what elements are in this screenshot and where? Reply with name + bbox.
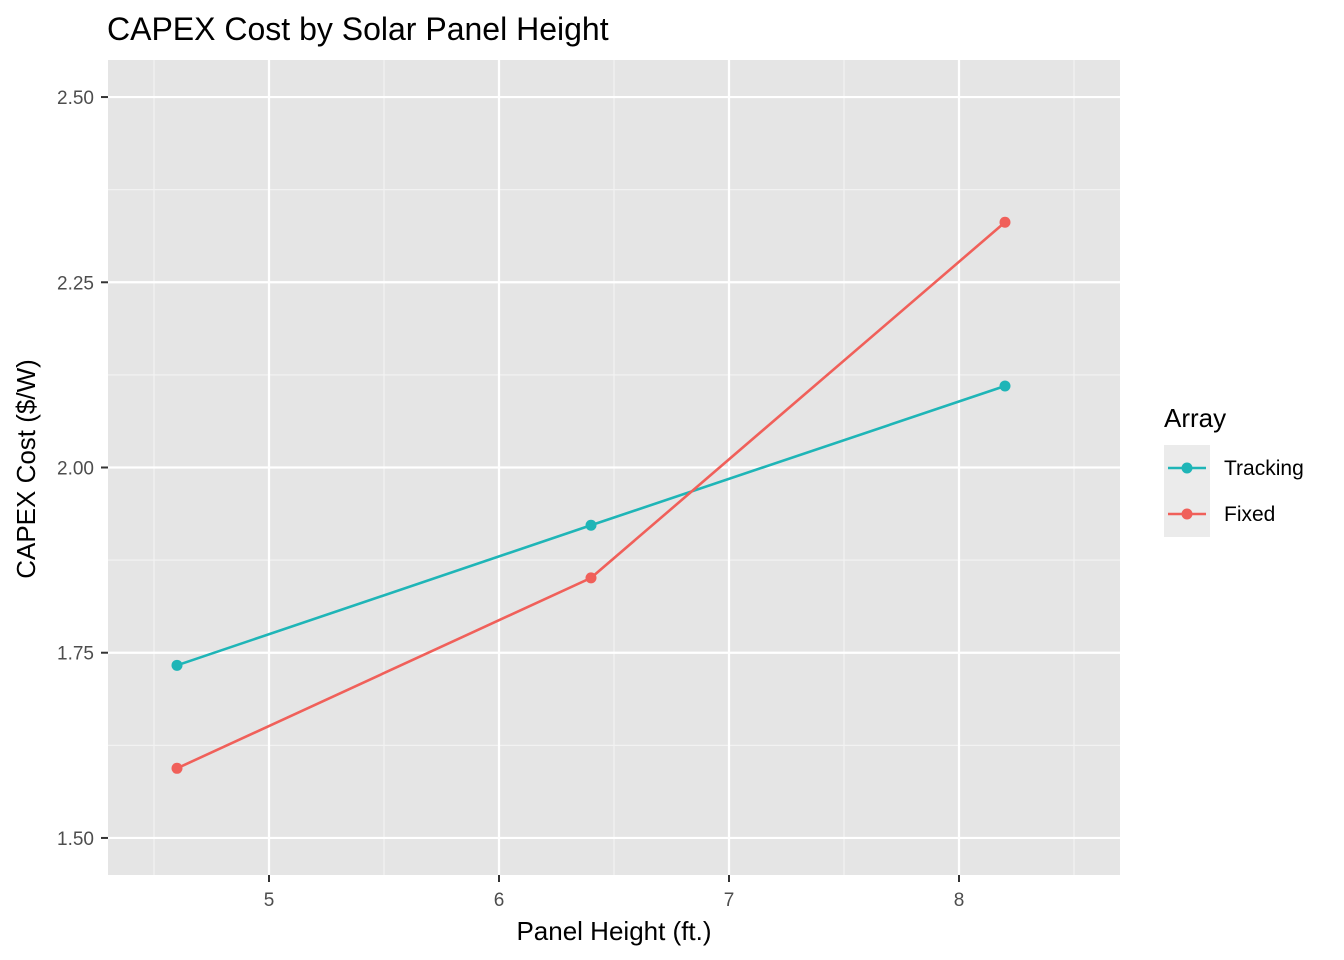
legend: Array Tracking Fixed (1164, 403, 1304, 537)
y-axis-title: CAPEX Cost ($/W) (11, 359, 41, 579)
legend-key-tracking (1168, 462, 1206, 474)
legend-key-fixed (1168, 508, 1206, 520)
data-point-fixed (585, 572, 597, 584)
data-point-tracking (171, 659, 183, 671)
x-tick-label: 7 (724, 890, 735, 911)
x-tick-label: 8 (954, 890, 965, 911)
chart-title: CAPEX Cost by Solar Panel Height (107, 11, 609, 47)
y-tick-label: 1.75 (57, 644, 94, 665)
data-point-fixed (999, 216, 1011, 228)
legend-key-background (1164, 445, 1210, 537)
y-axis: 1.50 1.75 2.00 2.25 2.50 (57, 88, 108, 850)
data-point-tracking (999, 380, 1011, 392)
x-axis-title: Panel Height (ft.) (516, 916, 711, 946)
x-tick-label: 5 (264, 890, 275, 911)
legend-point-tracking (1181, 462, 1193, 474)
data-point-fixed (171, 762, 183, 774)
y-tick-label: 2.50 (57, 88, 94, 109)
y-tick-label: 2.25 (57, 273, 94, 294)
legend-label-fixed: Fixed (1224, 503, 1275, 526)
major-gridlines (108, 60, 1120, 875)
x-axis: 5 6 7 8 (264, 875, 965, 911)
y-tick-label: 1.50 (57, 829, 94, 850)
x-tick-label: 6 (494, 890, 505, 911)
series-layer (171, 216, 1011, 774)
y-tick-label: 2.00 (57, 459, 94, 480)
legend-label-tracking: Tracking (1224, 457, 1304, 480)
legend-point-fixed (1181, 508, 1193, 520)
legend-title: Array (1164, 403, 1226, 433)
data-point-tracking (585, 519, 597, 531)
